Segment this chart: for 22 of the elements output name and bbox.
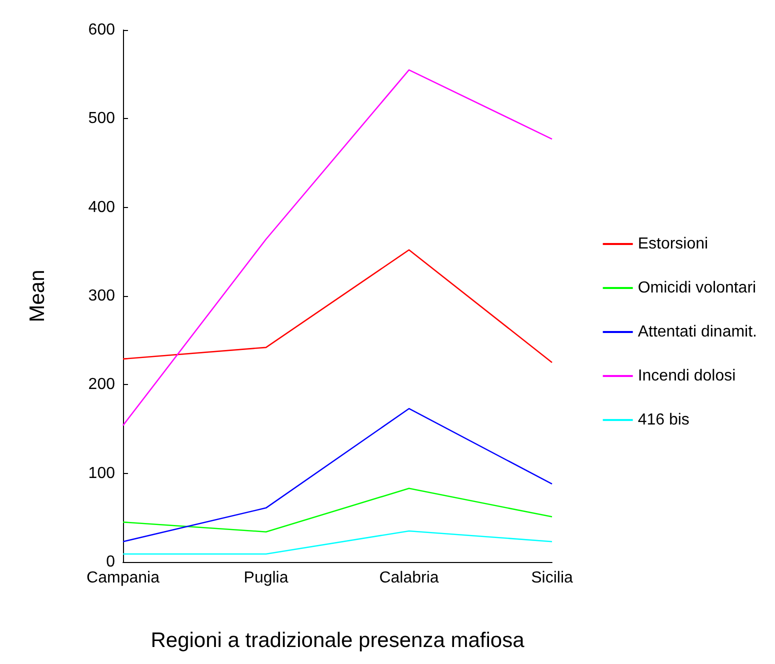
line-series: [122, 249, 553, 364]
x-axis-title: Regioni a tradizionale presenza mafiosa: [150, 629, 525, 652]
y-tick-label: 300: [88, 288, 116, 304]
legend-label: Attentati dinamit.: [638, 324, 757, 340]
legend-label: 416 bis: [638, 412, 690, 428]
y-tick-label: 200: [88, 376, 116, 394]
y-tick-label: 500: [88, 110, 116, 128]
line-series: [122, 69, 553, 426]
legend-label: Estorsioni: [638, 236, 708, 252]
line-series: [122, 488, 553, 533]
line-series: [122, 408, 553, 542]
y-axis-title: Mean: [26, 270, 49, 322]
x-tick-label: Sicilia: [531, 570, 573, 586]
x-tick-label: Campania: [86, 570, 160, 586]
y-tick-label: 400: [88, 198, 116, 216]
legend-label: Incendi dolosi: [638, 368, 736, 384]
y-tick-label: 0: [106, 554, 116, 570]
legend-label: Omicidi volontari: [638, 280, 756, 296]
y-tick-label: 100: [88, 464, 116, 482]
y-tick-label: 600: [88, 22, 116, 38]
x-tick-label: Calabria: [379, 570, 439, 586]
x-tick-label: Puglia: [244, 570, 288, 586]
